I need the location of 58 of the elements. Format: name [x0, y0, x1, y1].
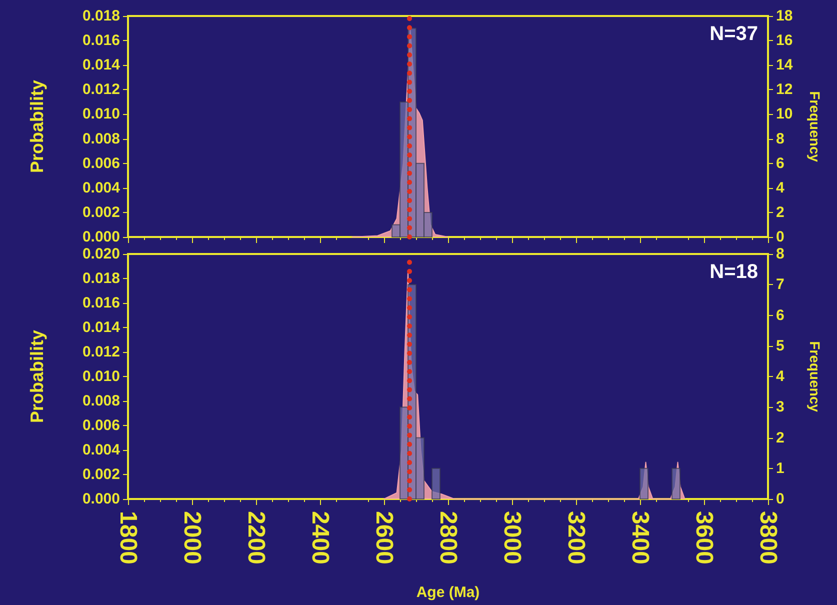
x-tick-label: 1800 — [114, 511, 142, 564]
y-tick-label: 0.002 — [82, 204, 120, 221]
y2-tick-label: 18 — [776, 8, 793, 24]
y2-tick-label: 16 — [776, 32, 793, 50]
y-tick-label: 0.012 — [82, 81, 120, 98]
y2-tick-label: 6 — [776, 154, 784, 172]
y-tick-label: 0.016 — [82, 294, 120, 312]
x-tick-label: 3000 — [498, 511, 526, 564]
y2-tick-label: 14 — [776, 56, 794, 74]
y2-axis-title: Frequency — [807, 91, 823, 162]
y-tick-label: 0.016 — [82, 32, 120, 50]
x-tick-label: 3400 — [626, 511, 654, 564]
x-axis-title: Age (Ma) — [416, 584, 480, 601]
x-tick-label: 3600 — [690, 511, 718, 564]
y-tick-label: 0.018 — [82, 8, 120, 24]
y-tick-label: 0.006 — [82, 154, 120, 172]
y-tick-label: 0.000 — [82, 490, 120, 508]
y2-tick-label: 12 — [776, 81, 793, 98]
y2-axis-title: Frequency — [807, 341, 823, 412]
y2-tick-label: 8 — [776, 130, 784, 148]
y2-tick-label: 4 — [776, 368, 785, 385]
y-tick-label: 0.010 — [82, 368, 120, 385]
y-tick-label: 0.018 — [82, 270, 120, 287]
y-tick-label: 0.004 — [82, 442, 121, 458]
y2-tick-label: 5 — [776, 337, 784, 354]
y2-tick-label: 4 — [776, 179, 785, 196]
y-tick-label: 0.014 — [82, 319, 121, 336]
y2-tick-label: 10 — [776, 106, 793, 123]
y2-tick-label: 2 — [776, 204, 784, 221]
y2-tick-label: 0 — [776, 490, 784, 508]
y-tick-label: 0.006 — [82, 417, 120, 434]
y2-tick-label: 8 — [776, 246, 784, 262]
y-tick-label: 0.020 — [82, 246, 120, 262]
y-tick-label: 0.010 — [82, 106, 120, 123]
y-axis-title: Probability — [27, 80, 47, 174]
y2-tick-label: 6 — [776, 306, 784, 324]
y-tick-label: 0.014 — [82, 56, 121, 74]
x-tick-label: 2800 — [434, 511, 462, 564]
x-tick-label: 3200 — [562, 511, 590, 564]
y-tick-label: 0.008 — [82, 392, 120, 410]
y2-tick-label: 3 — [776, 398, 784, 416]
y2-tick-label: 7 — [776, 276, 784, 294]
y-tick-label: 0.008 — [82, 130, 120, 148]
y-tick-label: 0.012 — [82, 344, 120, 360]
x-tick-label: 2200 — [242, 511, 270, 564]
y2-tick-label: 2 — [776, 429, 784, 446]
x-tick-label: 3800 — [754, 511, 782, 564]
y-tick-label: 0.002 — [82, 466, 120, 483]
y2-tick-label: 0 — [776, 228, 784, 246]
y-tick-label: 0.000 — [82, 228, 120, 246]
x-tick-label: 2400 — [306, 511, 334, 564]
y-tick-label: 0.004 — [82, 179, 121, 196]
y-axis-title: Probability — [27, 330, 47, 424]
annotation: N=18 — [710, 261, 758, 283]
x-tick-label: 2000 — [178, 511, 206, 564]
annotation: N=37 — [710, 23, 758, 45]
y2-tick-label: 1 — [776, 460, 784, 477]
x-tick-label: 2600 — [370, 511, 398, 564]
